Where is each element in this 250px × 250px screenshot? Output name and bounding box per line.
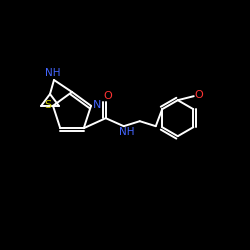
Text: NH: NH	[119, 127, 134, 137]
Text: NH: NH	[45, 68, 61, 78]
Text: N: N	[93, 100, 101, 110]
Text: S: S	[44, 100, 52, 110]
Text: O: O	[104, 91, 112, 101]
Text: O: O	[194, 90, 203, 100]
